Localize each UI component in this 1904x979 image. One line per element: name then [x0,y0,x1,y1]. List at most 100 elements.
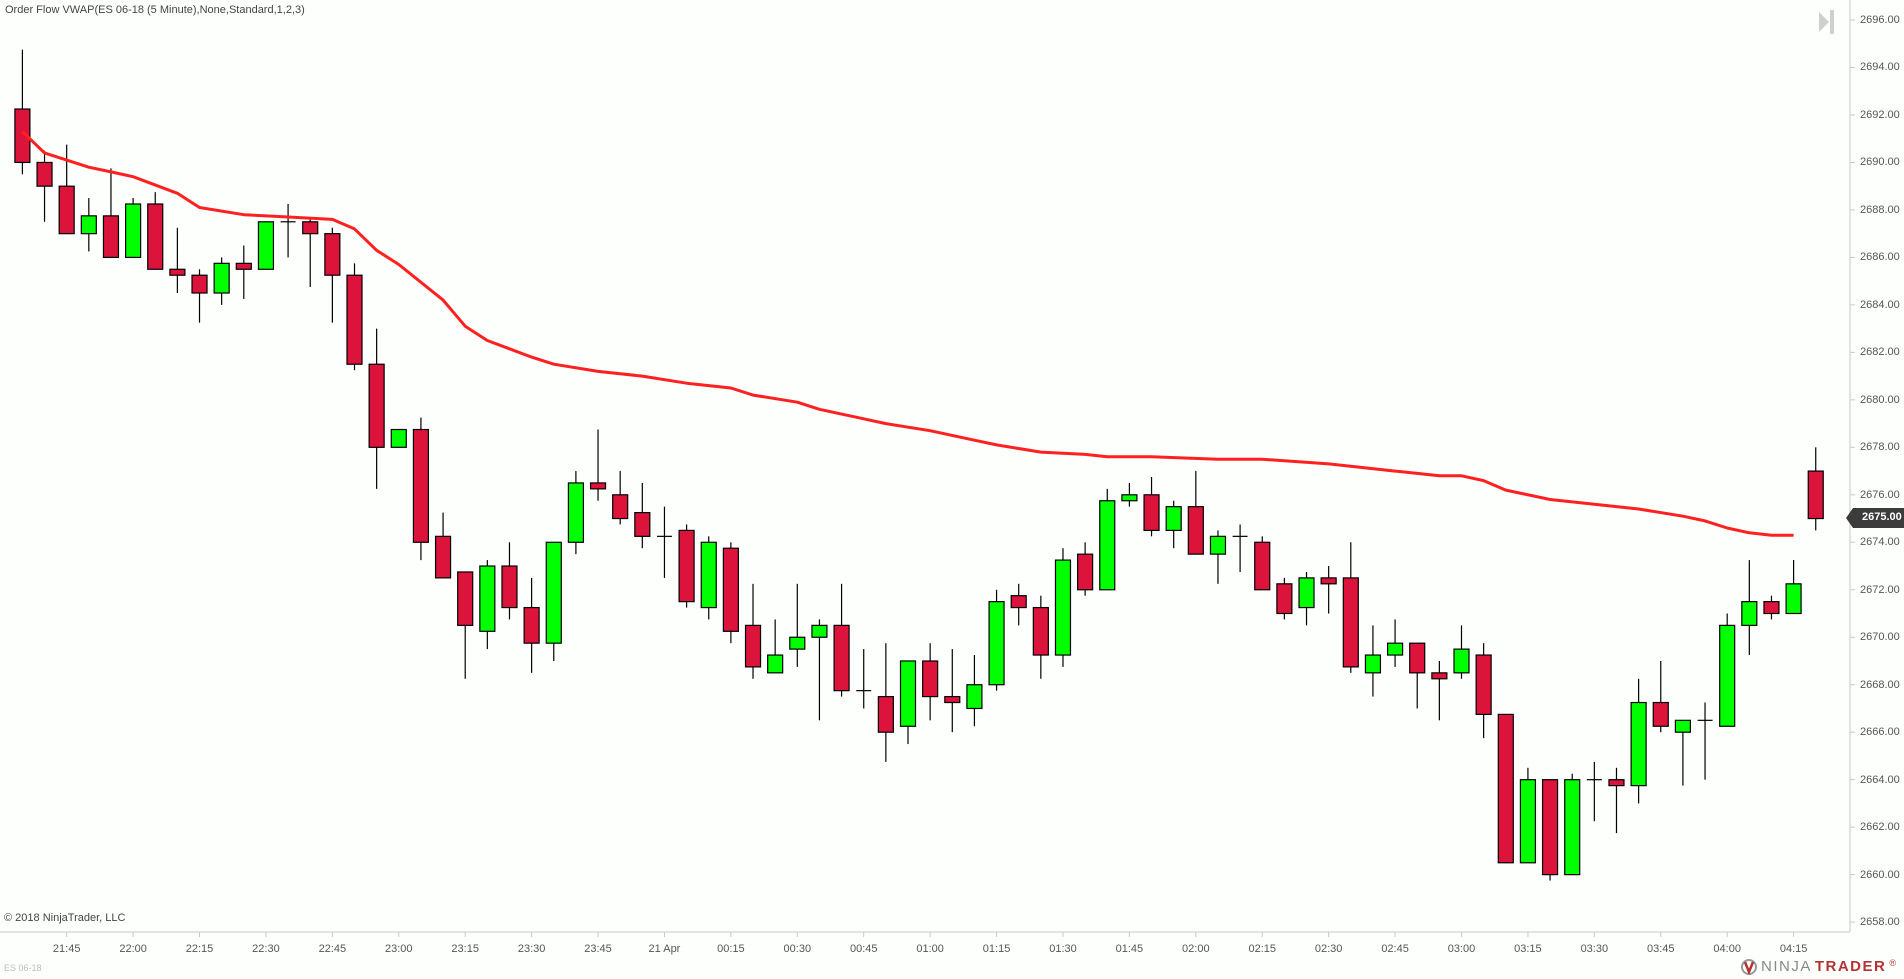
candle[interactable] [1386,619,1404,667]
candle[interactable] [545,541,562,661]
candle[interactable] [1054,548,1072,667]
candle[interactable] [1254,536,1271,591]
indicator-title: Order Flow VWAP(ES 06-18 (5 Minute),None… [5,4,305,16]
price-tick-label: 2674.00 [1860,536,1900,549]
candle[interactable] [412,417,430,561]
logo-text-ninja: NINJA [1761,958,1812,975]
candle[interactable] [1519,767,1537,864]
vwap-line [21,130,1794,537]
candle[interactable] [1077,542,1094,596]
candle[interactable] [678,524,695,608]
candle[interactable] [1276,577,1293,620]
candle[interactable] [656,506,672,578]
candle[interactable] [191,269,208,323]
time-tick-label: 04:00 [1713,943,1741,955]
candle[interactable] [1431,660,1448,721]
candle[interactable] [612,471,629,525]
price-tick-label: 2662.00 [1860,821,1900,834]
candle[interactable] [1674,719,1692,786]
candle[interactable] [789,583,806,667]
candle[interactable] [14,49,31,175]
candle[interactable] [213,257,230,305]
candle[interactable] [324,227,341,323]
candle[interactable] [856,649,872,709]
candle[interactable] [1143,476,1160,537]
candle[interactable] [235,245,252,299]
candle[interactable] [1785,560,1802,615]
candle[interactable] [302,219,319,288]
candle[interactable] [80,198,97,252]
candle[interactable] [280,203,296,258]
candle[interactable] [1232,524,1248,572]
candle[interactable] [36,150,53,222]
candle[interactable] [899,660,917,745]
candle[interactable] [1719,613,1736,727]
candle[interactable] [1475,643,1492,739]
candle[interactable] [1608,767,1625,834]
candle[interactable] [944,649,961,733]
candle[interactable] [1652,660,1669,733]
candle[interactable] [501,542,518,620]
candle[interactable] [1364,625,1382,697]
time-tick-label: 23:00 [385,943,413,955]
candle[interactable] [523,577,540,673]
candle[interactable] [169,227,186,294]
candle[interactable] [1165,500,1182,549]
candle[interactable] [1586,761,1602,822]
time-tick-label: 02:45 [1381,943,1409,955]
candle[interactable] [1032,595,1049,679]
candle[interactable] [1741,560,1758,656]
candle[interactable] [368,328,385,489]
candle[interactable] [390,428,407,448]
candle[interactable] [966,655,983,727]
candle[interactable] [1342,542,1359,673]
candle[interactable] [1630,678,1647,804]
candle[interactable] [634,482,651,549]
candle[interactable] [257,221,275,270]
candle[interactable] [1807,447,1824,531]
candle[interactable] [479,560,496,650]
candle[interactable] [1497,713,1514,864]
time-tick-label: 03:15 [1514,943,1542,955]
candle[interactable] [1320,566,1337,614]
candle[interactable] [1541,779,1559,881]
candle[interactable] [1453,625,1470,679]
candle[interactable] [567,471,585,555]
time-tick-label: 21:45 [52,943,81,955]
current-price-marker [1846,508,1904,528]
candle[interactable] [1099,488,1116,591]
candle[interactable] [102,168,120,258]
candle[interactable] [877,643,894,762]
plot-area[interactable] [14,49,1824,881]
candle[interactable] [1763,595,1780,620]
candle[interactable] [124,198,142,259]
candle[interactable] [922,643,939,721]
candle[interactable] [833,583,850,697]
candle[interactable] [457,571,474,679]
candle[interactable] [1564,773,1581,876]
skip-to-end-icon [1819,10,1834,34]
candle[interactable] [589,429,607,501]
scroll-to-end-button[interactable] [1819,10,1835,34]
candle[interactable] [744,583,762,679]
time-tick-label: 00:30 [783,943,812,955]
candle[interactable] [1697,702,1713,780]
candle[interactable] [1121,482,1138,507]
candle[interactable] [1209,530,1227,584]
time-tick-label: 23:45 [584,943,612,955]
price-tick-label: 2670.00 [1860,631,1900,644]
candle[interactable] [1298,571,1315,626]
candle[interactable] [147,192,164,270]
candle[interactable] [1409,642,1426,709]
price-tick-label: 2692.00 [1860,108,1900,121]
candle[interactable] [988,589,1005,691]
candle[interactable] [811,619,828,721]
candle[interactable] [700,536,717,620]
candle[interactable] [346,263,363,371]
candle[interactable] [1187,471,1204,555]
candle[interactable] [722,542,739,644]
candle[interactable] [434,512,452,579]
candle[interactable] [767,619,784,674]
candle[interactable] [1010,583,1027,626]
